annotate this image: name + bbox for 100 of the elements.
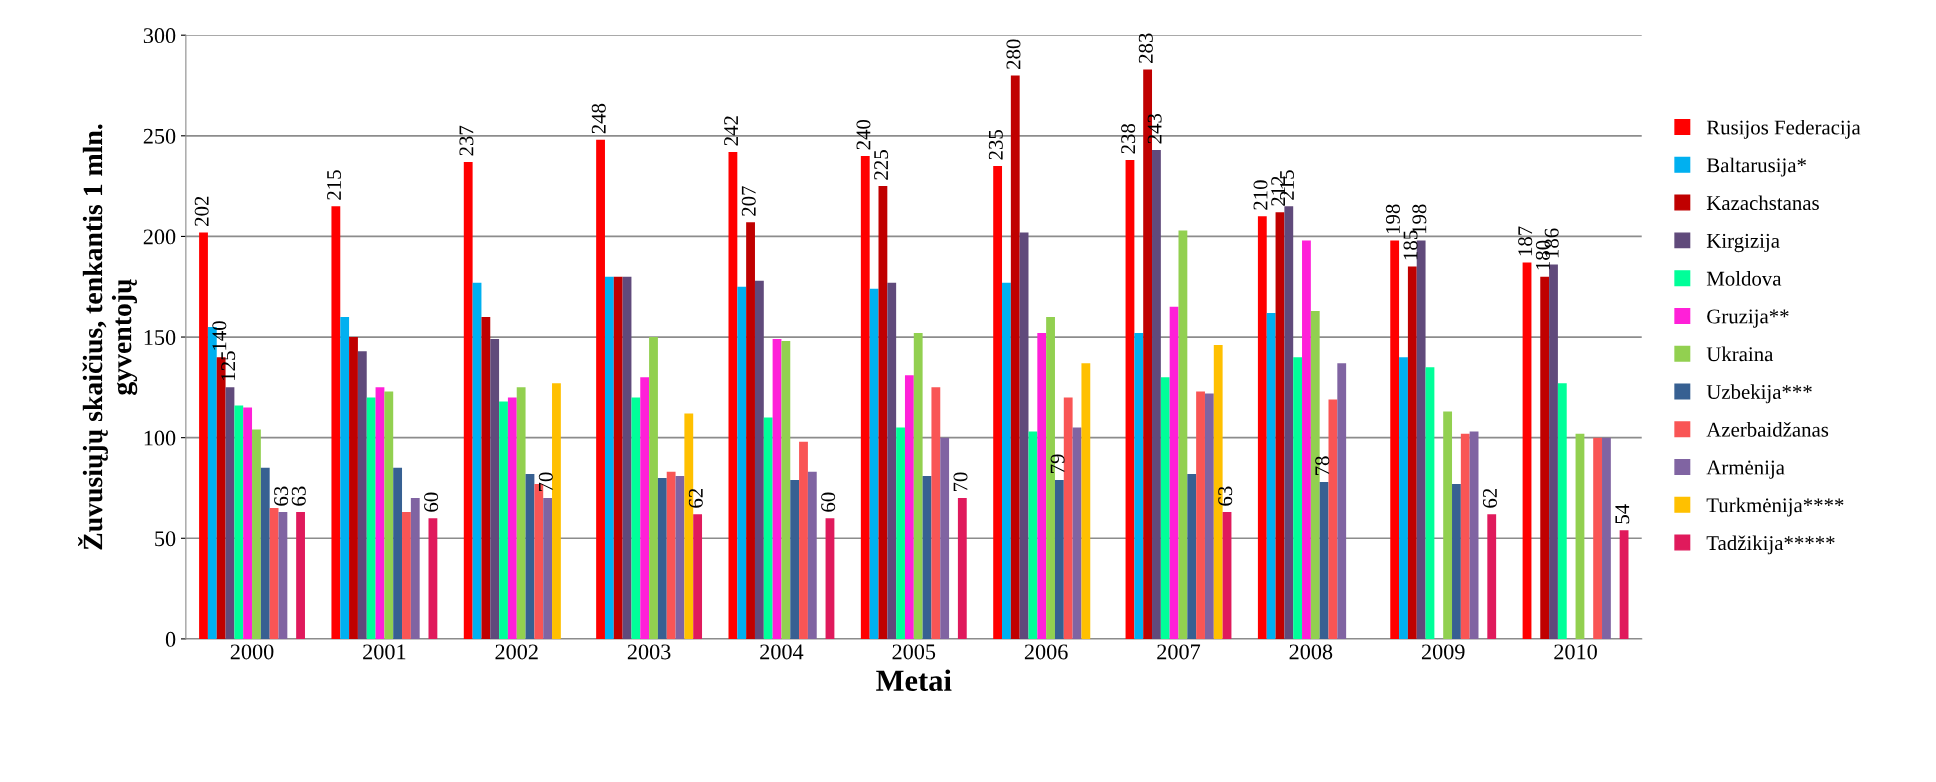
data-label: 225: [874, 150, 889, 180]
bar: [1619, 530, 1629, 639]
bar: [693, 514, 703, 639]
bar: [1019, 232, 1029, 639]
bar: [1081, 363, 1091, 639]
bar: [499, 401, 508, 639]
bar: [746, 222, 755, 639]
bar: [622, 276, 632, 639]
bar: [1266, 312, 1276, 639]
bar: [896, 427, 905, 639]
bar: [887, 282, 897, 639]
bar: [790, 479, 800, 639]
bar: [649, 337, 658, 639]
bar: [1152, 149, 1161, 639]
data-label: 215: [327, 170, 342, 200]
legend-label: Gruzija**: [1707, 309, 1789, 328]
data-label: 187: [1518, 226, 1533, 256]
bar: [613, 276, 623, 639]
data-label: 242: [724, 116, 738, 146]
bar: [1452, 483, 1461, 639]
bar: [772, 339, 782, 639]
y-tick-label: 150: [144, 329, 176, 345]
x-tick-label: 2008: [1289, 644, 1333, 660]
bar: [481, 316, 491, 639]
bar: [781, 341, 791, 639]
bar: [278, 512, 288, 639]
data-label: 54: [1615, 504, 1630, 524]
bar: [410, 498, 420, 639]
bar: [1416, 240, 1426, 639]
bar: [402, 512, 411, 639]
bar: [384, 391, 394, 639]
legend-label: Kirgizija: [1706, 233, 1780, 253]
bar: [640, 377, 650, 639]
bar: [366, 397, 376, 639]
data-label: 235: [988, 130, 1003, 160]
y-tick-label: 250: [143, 128, 176, 144]
data-label: 207: [741, 186, 756, 216]
x-tick-label: 2010: [1554, 644, 1597, 660]
data-label: 63: [1218, 486, 1233, 506]
data-label: 140: [212, 321, 227, 350]
legend-label: Baltarusija*: [1706, 157, 1806, 177]
data-label: 60: [424, 492, 439, 512]
bar: [1399, 357, 1408, 639]
bar: [393, 467, 403, 639]
bar: [1469, 431, 1479, 639]
x-tick-label: 2009: [1421, 644, 1465, 660]
bar: [252, 429, 261, 639]
legend-label: Tadžikija*****: [1706, 535, 1835, 555]
legend-label: Azerbaidžanas: [1706, 422, 1829, 437]
bar: [260, 467, 270, 639]
x-tick-label: 2005: [892, 644, 936, 660]
bar: [922, 475, 932, 639]
legend-label: Kazachstanas: [1706, 195, 1819, 211]
legend-label: Armėnija: [1706, 460, 1785, 479]
y-tick-label: 300: [143, 28, 176, 44]
bar: [1487, 514, 1497, 639]
bar: [1134, 333, 1144, 639]
data-label: 62: [1482, 488, 1497, 508]
x-tick-label: 2002: [495, 644, 538, 660]
bar: [1178, 230, 1188, 639]
data-label: 238: [1121, 123, 1136, 154]
bar: [931, 387, 941, 639]
data-label: 237: [459, 125, 474, 156]
bar: [657, 477, 667, 639]
data-label: 70: [953, 472, 968, 492]
bar: [349, 337, 358, 639]
bar: [737, 286, 747, 639]
bar: [1072, 427, 1082, 639]
bar: [1575, 433, 1585, 639]
bar: [1549, 264, 1558, 639]
x-tick-label: 2004: [760, 644, 804, 660]
data-label: 248: [591, 103, 606, 134]
bar: [666, 471, 676, 639]
bar: [940, 437, 950, 639]
legend-label: Uzbekija***: [1706, 384, 1812, 404]
bar: [1196, 391, 1205, 639]
bar: [1425, 367, 1435, 639]
data-label: 63: [291, 486, 306, 506]
data-label: 240: [856, 119, 871, 150]
bar: [357, 351, 367, 639]
data-label: 62: [688, 488, 703, 508]
bar: [1319, 481, 1329, 639]
y-tick-label: 50: [155, 531, 176, 547]
bar: [1002, 282, 1011, 639]
bar: [331, 206, 341, 639]
bar: [225, 387, 235, 639]
data-label: 70: [538, 472, 553, 492]
bar: [1204, 393, 1214, 639]
bar: [234, 405, 244, 639]
bar: [507, 397, 517, 639]
x-tick-label: 2000: [230, 644, 274, 660]
bar: [596, 139, 605, 639]
legend-label: Ukraina: [1706, 346, 1774, 362]
bar: [296, 512, 305, 639]
bar: [1063, 397, 1073, 639]
bar: [516, 387, 526, 639]
bar: [860, 155, 870, 639]
bar: [472, 282, 482, 639]
bar: [269, 508, 279, 639]
bar: [1169, 306, 1179, 639]
